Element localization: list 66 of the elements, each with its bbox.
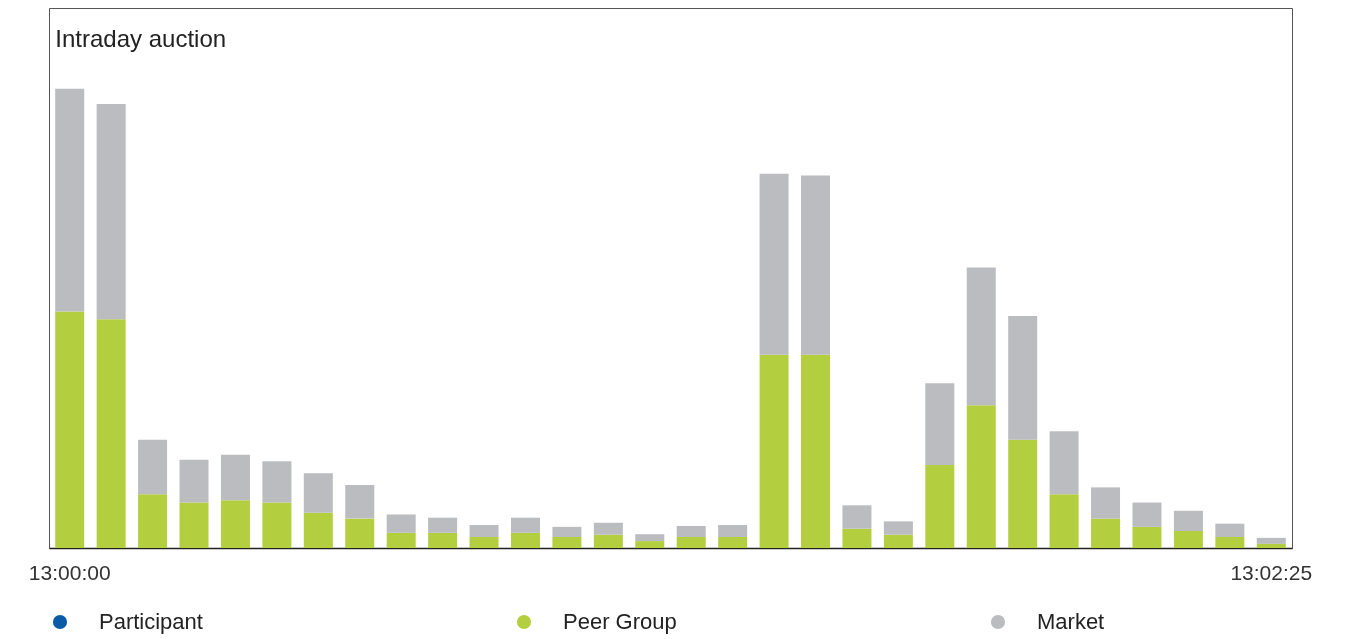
bar	[428, 517, 458, 533]
bar	[55, 311, 85, 548]
bar	[1215, 536, 1245, 548]
legend-label: Market	[1037, 609, 1105, 634]
bar	[1049, 431, 1079, 495]
bar	[386, 532, 416, 548]
bar	[1049, 494, 1079, 548]
bar	[179, 502, 209, 548]
bar	[1173, 510, 1203, 532]
bar	[883, 534, 913, 548]
bar	[138, 494, 168, 548]
bar	[842, 528, 872, 548]
bar	[1132, 526, 1162, 548]
bar	[759, 173, 789, 355]
x-tick-label: 13:00:00	[28, 560, 111, 584]
bar	[1091, 518, 1121, 548]
bar	[925, 464, 955, 548]
bar	[510, 517, 540, 533]
bar	[220, 454, 250, 501]
legend-label: Participant	[99, 609, 203, 634]
bar	[96, 319, 126, 548]
bar	[593, 534, 623, 548]
bar	[676, 536, 706, 548]
chart-title: Intraday auction	[55, 25, 227, 52]
bar	[510, 532, 540, 548]
bar	[842, 505, 872, 529]
bar	[345, 485, 375, 519]
bar	[262, 502, 292, 548]
bar	[1173, 531, 1203, 548]
bar	[966, 267, 996, 406]
bar	[635, 541, 665, 548]
bar	[801, 175, 831, 355]
bar	[345, 518, 375, 548]
bar	[801, 354, 831, 548]
bar	[718, 536, 748, 548]
bar	[552, 536, 582, 548]
bar	[469, 525, 499, 537]
bar	[55, 88, 85, 312]
bar	[303, 512, 333, 548]
bar	[386, 514, 416, 533]
bar	[262, 461, 292, 503]
bar	[718, 525, 748, 537]
bar	[925, 383, 955, 465]
bar	[1008, 439, 1038, 548]
bar	[883, 521, 913, 535]
legend-label: Peer Group	[563, 609, 677, 634]
bar	[1008, 316, 1038, 440]
bar	[138, 439, 168, 495]
bar	[676, 525, 706, 537]
bar	[1215, 523, 1245, 537]
bar	[428, 532, 458, 548]
bar	[1256, 543, 1286, 548]
x-tick-label: 13:02:25	[1230, 560, 1313, 584]
bar	[179, 459, 209, 503]
bar	[303, 473, 333, 513]
bar	[1091, 487, 1121, 519]
bar	[759, 354, 789, 548]
bar	[635, 534, 665, 542]
bar	[966, 405, 996, 548]
bar	[1132, 502, 1162, 527]
bar	[1256, 537, 1286, 544]
bar	[96, 103, 126, 320]
bar	[552, 526, 582, 537]
bar	[469, 536, 499, 548]
bar	[220, 500, 250, 548]
bar	[593, 522, 623, 535]
